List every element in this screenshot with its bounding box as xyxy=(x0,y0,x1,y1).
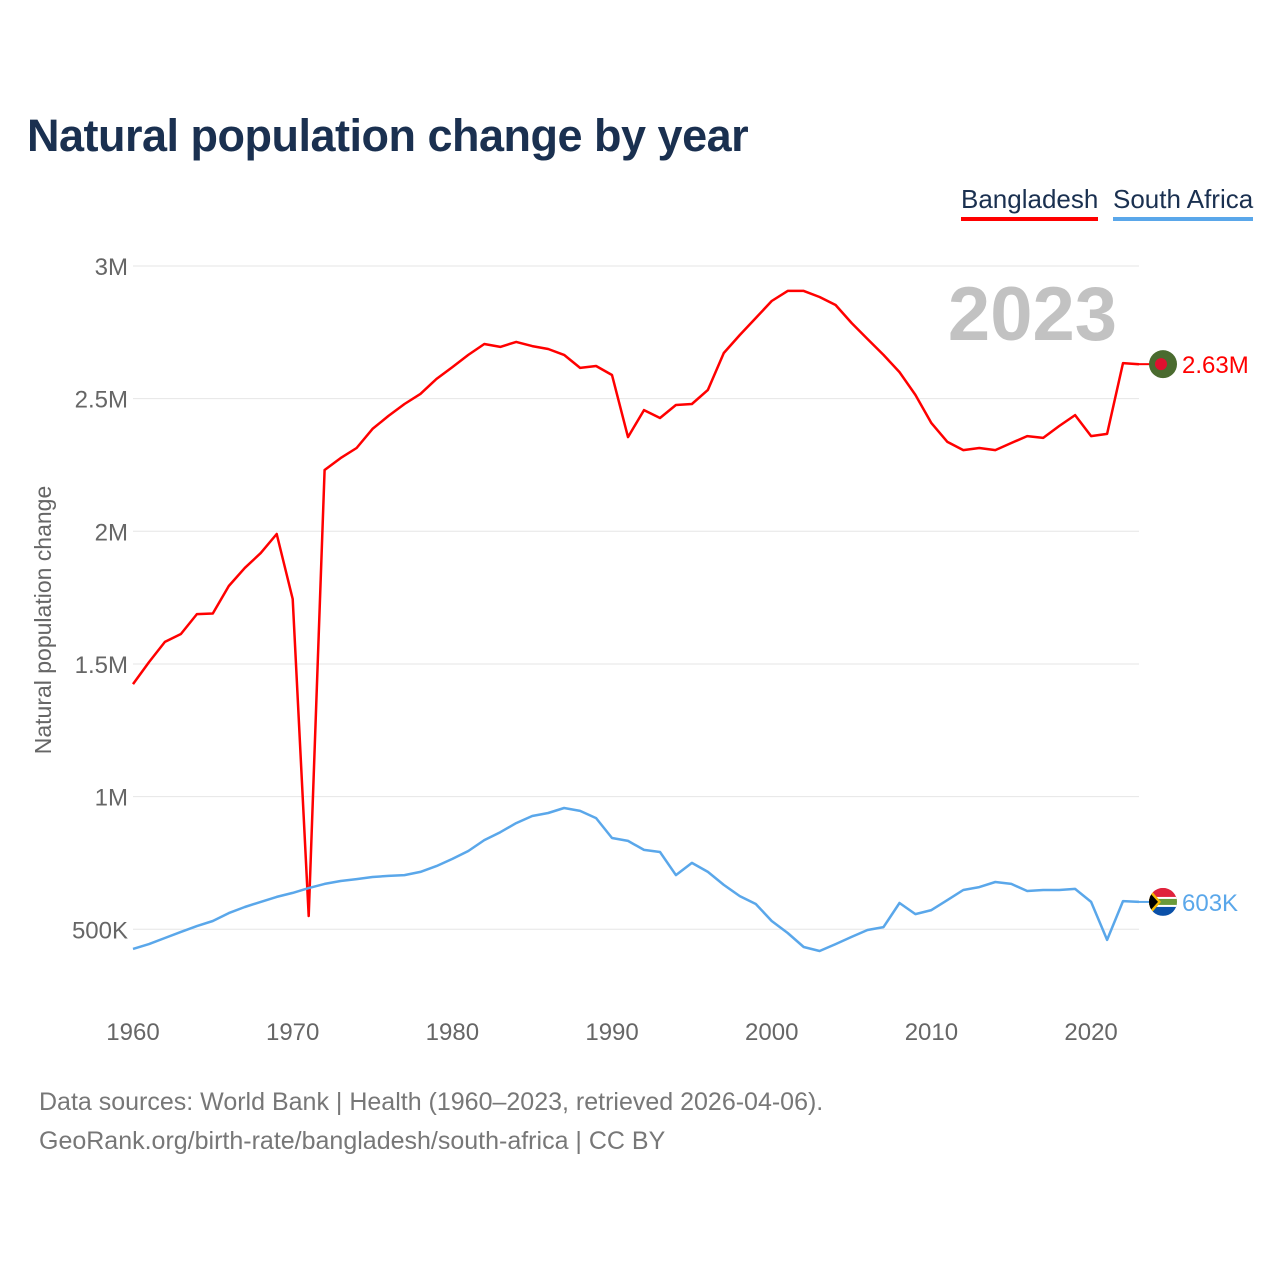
chart-title: Natural population change by year xyxy=(27,110,749,161)
x-tick-label: 1960 xyxy=(106,1019,159,1046)
x-tick-label: 1980 xyxy=(426,1019,479,1046)
x-tick-label: 2020 xyxy=(1064,1019,1117,1046)
end-value-label: 603K xyxy=(1182,890,1238,917)
y-tick-label: 2.5M xyxy=(75,387,128,414)
year-watermark: 2023 xyxy=(948,272,1117,357)
series-line-south-africa xyxy=(132,806,1140,953)
y-tick-label: 1M xyxy=(95,785,128,812)
legend-south-africa[interactable]: South Africa xyxy=(1113,184,1254,221)
legend-bangladesh[interactable]: Bangladesh xyxy=(961,184,1099,221)
footer-link[interactable]: GeoRank.org/birth-rate/bangladesh/south-… xyxy=(39,1127,666,1155)
y-tick-label: 3M xyxy=(95,254,128,281)
y-axis-label: Natural population change xyxy=(30,486,56,755)
footer-sources: Data sources: World Bank | Health (1960–… xyxy=(39,1088,824,1116)
y-tick-label: 2M xyxy=(95,519,128,546)
series-line-bangladesh xyxy=(131,289,1140,918)
y-tick-label: 1.5M xyxy=(75,652,128,679)
south-africa-flag-icon xyxy=(1149,887,1177,916)
y-tick-label: 500K xyxy=(72,917,128,944)
x-tick-label: 2010 xyxy=(905,1019,958,1046)
end-value-label: 2.63M xyxy=(1182,352,1249,379)
x-tick-label: 2000 xyxy=(745,1019,798,1046)
bangladesh-flag-disc xyxy=(1155,358,1167,371)
x-tick-label: 1970 xyxy=(266,1019,319,1046)
x-tick-label: 1990 xyxy=(585,1019,638,1046)
